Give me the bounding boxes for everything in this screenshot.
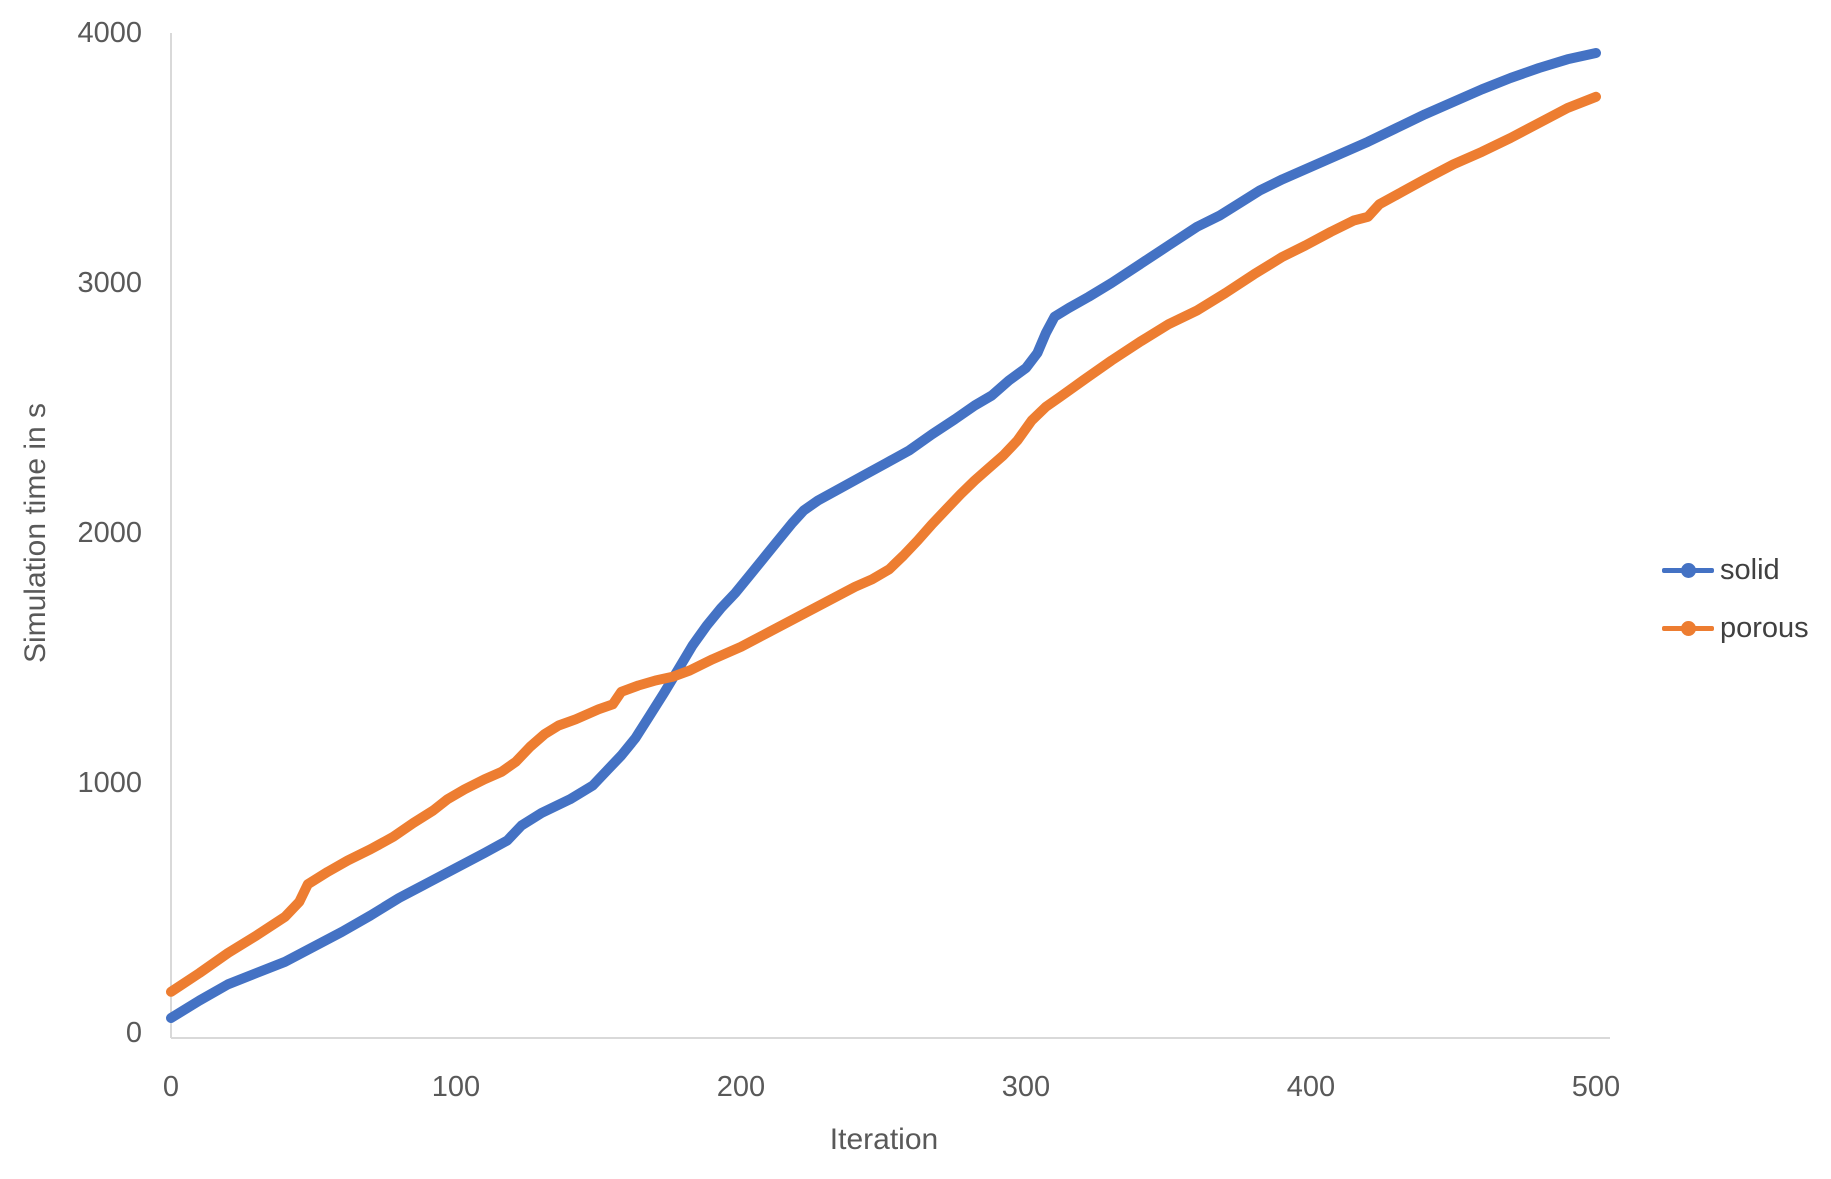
- x-tick-label: 300: [1001, 1071, 1051, 1103]
- y-tick-label: 0: [125, 1017, 142, 1049]
- x-tick-label: 500: [1571, 1071, 1621, 1103]
- y-axis-title: Simulation time in s: [19, 402, 52, 664]
- legend-label: porous: [1720, 612, 1809, 644]
- legend-marker-porous: [1662, 620, 1714, 636]
- series-line-porous: [166, 91, 1601, 997]
- x-tick-label: 0: [162, 1071, 180, 1103]
- series-line-solid: [166, 48, 1601, 1023]
- x-axis-title: Iteration: [829, 1123, 939, 1156]
- y-tick-label: 4000: [77, 17, 142, 49]
- legend-marker-solid: [1662, 562, 1714, 578]
- legend-label: solid: [1720, 554, 1780, 586]
- legend-item-porous: porous: [1662, 611, 1809, 645]
- legend: solid porous: [1662, 553, 1809, 669]
- legend-dot-icon: [1681, 563, 1696, 578]
- y-tick-label: 3000: [77, 267, 142, 299]
- x-tick-label: 400: [1286, 1071, 1336, 1103]
- y-tick-label: 2000: [77, 517, 142, 549]
- legend-item-solid: solid: [1662, 553, 1809, 587]
- x-tick-label: 200: [716, 1071, 766, 1103]
- x-tick-label: 100: [431, 1071, 481, 1103]
- legend-dot-icon: [1681, 621, 1696, 636]
- series-layer: [166, 48, 1601, 1023]
- y-tick-label: 1000: [77, 767, 142, 799]
